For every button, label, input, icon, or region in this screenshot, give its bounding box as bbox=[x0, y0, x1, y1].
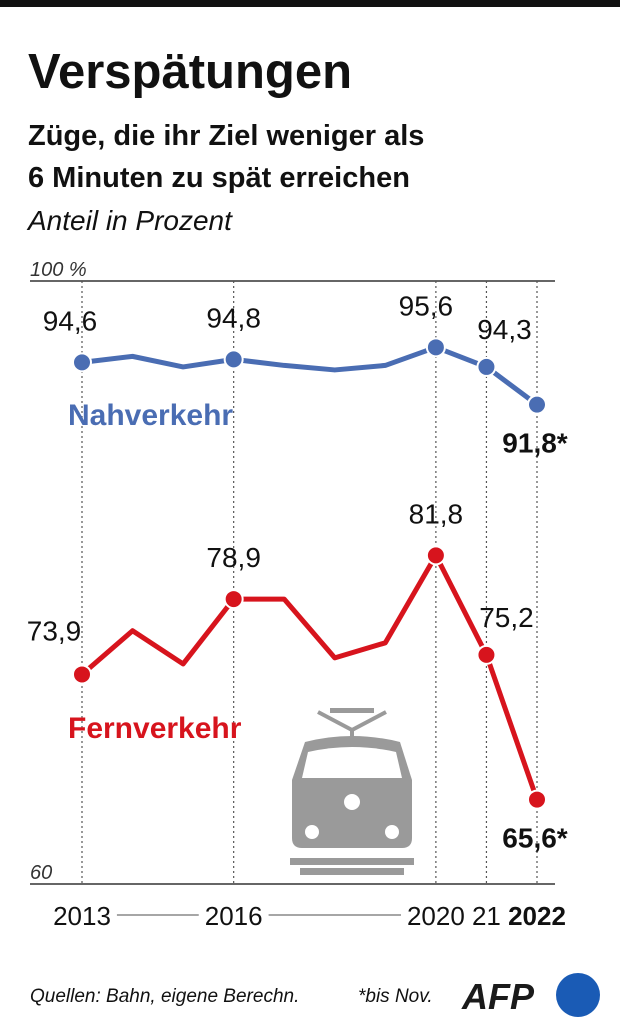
marker bbox=[476, 644, 497, 665]
marker bbox=[425, 545, 446, 566]
series-line bbox=[81, 344, 539, 407]
x-tick-label: 2016 bbox=[205, 901, 263, 931]
data-label: 94,3 bbox=[477, 314, 532, 345]
legend-label: Fernverkehr bbox=[68, 712, 242, 745]
data-label: 81,8 bbox=[409, 498, 464, 529]
data-label: 65,6* bbox=[502, 823, 567, 854]
series: 73,9 78,9 81,8 75,2 65,6* bbox=[27, 498, 568, 853]
note: *bis Nov. bbox=[358, 986, 433, 1007]
data-label: 94,8 bbox=[206, 302, 261, 333]
series: 94,6 94,8 95,6 94,3 91,8* bbox=[43, 290, 568, 458]
marker bbox=[527, 394, 547, 415]
marker bbox=[223, 349, 244, 370]
data-label: 95,6 bbox=[399, 290, 454, 321]
logo: AFP bbox=[461, 976, 535, 1017]
y-tick-label: 100 % bbox=[30, 259, 87, 281]
data-label: 91,8* bbox=[502, 428, 567, 459]
subtitle: 6 Minuten zu spät erreichen bbox=[28, 162, 410, 194]
subtitle: Züge, die ihr Ziel weniger als bbox=[28, 120, 424, 152]
logo-circle bbox=[556, 973, 600, 1017]
x-tick-label: 21 bbox=[472, 901, 501, 931]
axis-label: Anteil in Prozent bbox=[26, 205, 233, 236]
x-tick-label: 2022 bbox=[508, 901, 566, 931]
x-tick-label: 2013 bbox=[53, 901, 111, 931]
data-label: 94,6 bbox=[43, 305, 98, 336]
marker bbox=[72, 664, 92, 685]
top-bar bbox=[0, 0, 620, 7]
marker bbox=[72, 352, 92, 373]
chart-title: Verspätungen bbox=[28, 45, 352, 99]
series-line bbox=[80, 552, 540, 801]
data-label: 75,2 bbox=[479, 602, 534, 633]
x-tick-label: 2020 bbox=[407, 901, 465, 931]
data-label: 78,9 bbox=[206, 542, 261, 573]
source: Quellen: Bahn, eigene Berechn. bbox=[30, 986, 299, 1007]
marker bbox=[223, 589, 244, 610]
y-tick-label: 60 bbox=[30, 862, 52, 884]
legend-label: Nahverkehr bbox=[68, 399, 233, 432]
marker bbox=[425, 337, 446, 358]
marker bbox=[476, 356, 497, 377]
marker bbox=[527, 789, 547, 810]
data-label: 73,9 bbox=[27, 615, 82, 646]
train-icon bbox=[290, 708, 414, 875]
